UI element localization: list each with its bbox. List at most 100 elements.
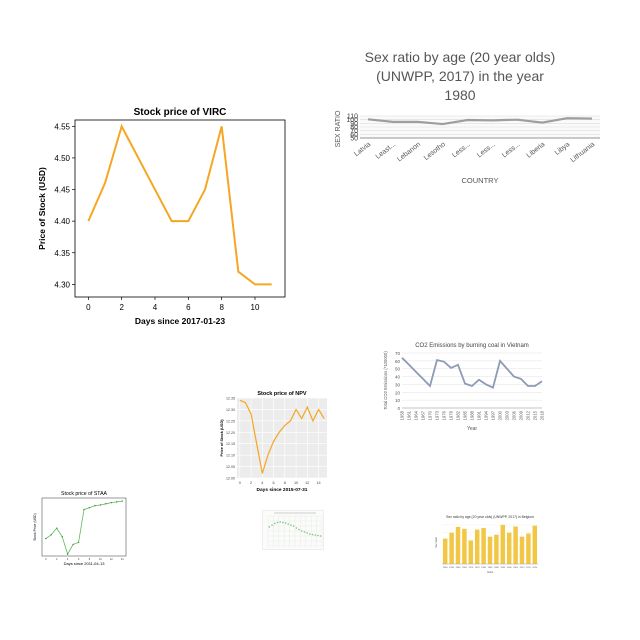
x-tick-label: 8 <box>89 557 91 561</box>
y-tick-label: 4.40 <box>54 217 70 226</box>
bar <box>481 528 486 564</box>
x-tick-label: Lesotho <box>423 141 447 162</box>
x-tick-label: 1950 <box>443 567 449 569</box>
y-tick-label: 12.00 <box>226 477 235 481</box>
x-tick-label: 1991 <box>477 410 482 420</box>
chart-thumbnail-scatter <box>262 510 324 550</box>
x-tick-label: Libya <box>554 141 572 157</box>
data-point <box>110 501 112 504</box>
chart-sex-ratio-belgium: Sex ratio by age (20 year olds) (UNWPP, … <box>435 515 538 574</box>
y-tick-label: 70 <box>350 128 358 135</box>
y-tick-label: 50 <box>350 136 358 143</box>
data-point <box>94 505 96 507</box>
y-tick-label: 90 <box>350 121 358 128</box>
x-tick-label: 1964 <box>414 410 419 420</box>
x-tick-label: 2015 <box>533 410 538 420</box>
bar <box>494 534 499 564</box>
x-tick-label: 1995 <box>500 567 506 569</box>
data-point <box>292 525 295 527</box>
data-point <box>276 521 279 524</box>
x-axis-label: Days since 2015-07-31 <box>257 487 308 493</box>
x-tick-label: 14 <box>121 557 124 561</box>
x-tick-label: 4 <box>67 557 69 561</box>
x-tick-label: 12 <box>110 557 113 561</box>
y-axis-label: Stock Price (USD) <box>33 513 37 541</box>
bar <box>526 533 531 564</box>
x-tick-label: 0 <box>86 303 91 312</box>
data-point <box>273 522 276 525</box>
y-tick-label: 10 <box>395 398 401 403</box>
x-tick-label: 2000 <box>498 410 503 420</box>
x-tick-label: 8 <box>219 303 224 312</box>
x-tick-label: Least... <box>375 141 397 161</box>
data-point <box>50 534 52 536</box>
y-tick-label: 80 <box>350 125 358 132</box>
x-tick-label: 4 <box>153 303 158 312</box>
bar <box>462 528 467 564</box>
data-point <box>271 524 273 526</box>
y-axis-label: Total CO2 Emissions (*100000) <box>383 351 388 410</box>
x-tick-label: 2003 <box>505 410 510 420</box>
y-tick-label: 12.20 <box>226 431 235 435</box>
x-tick-label: Liberia <box>526 141 547 160</box>
data-point <box>311 533 314 536</box>
data-point <box>66 553 69 555</box>
data-point <box>45 537 47 540</box>
plot-frame <box>74 119 286 298</box>
x-tick-label: 1997 <box>491 410 496 420</box>
data-point <box>83 508 85 511</box>
x-tick-label: 0 <box>45 557 47 561</box>
y-tick-label: 100 <box>346 117 358 124</box>
x-tick-label: 1973 <box>435 410 440 420</box>
data-point <box>72 543 74 546</box>
data-point <box>77 541 80 544</box>
x-tick-label: 1976 <box>442 410 447 420</box>
data-point <box>314 534 317 536</box>
bar <box>442 538 448 564</box>
x-tick-label: 2 <box>56 557 58 561</box>
y-tick-label: 50 <box>395 367 401 372</box>
chart-title-line: 1980 <box>444 87 475 103</box>
x-tick-label: 1958 <box>400 410 405 420</box>
y-axis-label: SEX RATIO <box>335 110 342 147</box>
data-point <box>268 526 271 528</box>
y-axis-label: Sex Ratio <box>435 537 438 548</box>
bar <box>449 532 454 564</box>
x-axis-label: Days since 2017-01-23 <box>135 316 226 326</box>
x-tick-label: 2009 <box>519 410 524 420</box>
data-point <box>284 522 287 524</box>
thumbnail-frame <box>262 510 324 550</box>
x-tick-label: 2 <box>119 303 124 312</box>
y-tick-label: 12.30 <box>226 408 235 412</box>
y-tick-label: 60 <box>395 359 401 364</box>
x-tick-label: 1988 <box>470 410 475 420</box>
x-tick-label: 2006 <box>512 410 517 420</box>
bar <box>506 532 512 564</box>
x-tick-label: 1985 <box>488 567 494 569</box>
chart-title: Stock price of VIRC <box>134 107 227 118</box>
x-tick-label: Lithuania <box>570 141 597 164</box>
x-axis-label: Days since 2011-04-13 <box>64 561 106 566</box>
y-tick-label: 12.15 <box>226 442 235 446</box>
y-tick-label: 4.30 <box>54 280 70 289</box>
x-axis-label: Years <box>487 570 494 574</box>
x-tick-label: Latvia <box>353 141 372 158</box>
x-tick-label: 1960 <box>456 567 462 569</box>
data-point <box>88 506 91 509</box>
bar <box>474 529 480 564</box>
chart-title: Sex ratio by age (20 year olds) (UNWPP, … <box>446 515 534 519</box>
chart-virc-stock: Stock price of VIRC 0 2 4 6 8 10 4.30 4.35 4.40 4.… <box>37 107 286 326</box>
x-tick-label: 2005 <box>513 567 519 569</box>
x-tick-label: 12 <box>305 481 309 485</box>
y-axis-label: Price of Stock (USD) <box>37 167 47 250</box>
x-tick-label: 1975 <box>475 567 481 569</box>
chart-co2-vietnam: CO2 Emissions by burning coal in Vietnam… <box>383 343 545 432</box>
data-point <box>61 535 63 538</box>
chart-title: Stock price of STAA <box>61 491 108 497</box>
x-tick-label: 1990 <box>494 567 500 569</box>
bar <box>500 524 506 564</box>
plot-area <box>237 398 327 478</box>
data-point <box>317 534 319 537</box>
y-tick-label: 12.35 <box>226 397 235 401</box>
y-tick-label: 40 <box>395 375 401 380</box>
